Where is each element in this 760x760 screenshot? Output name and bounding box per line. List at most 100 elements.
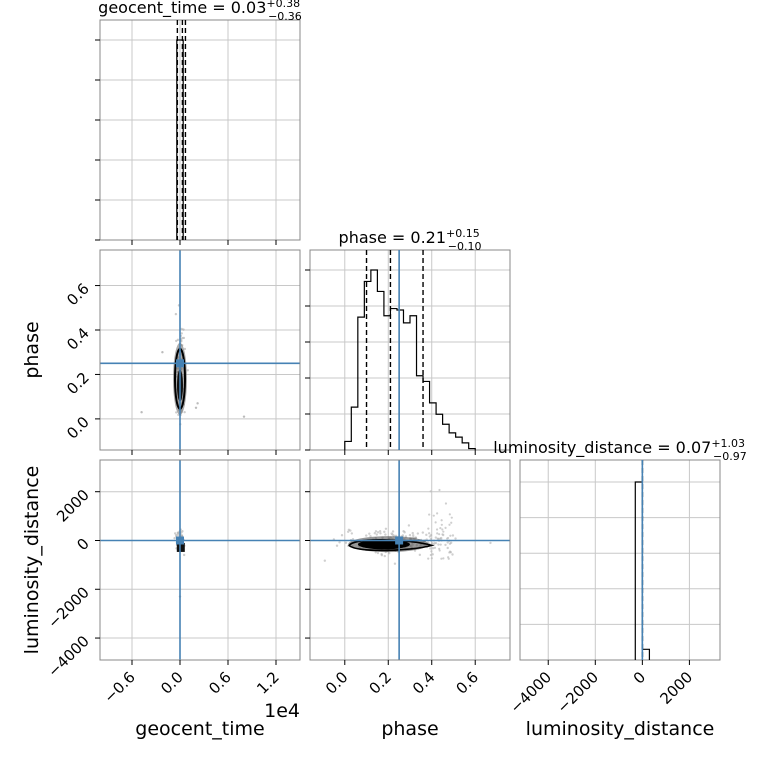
- truth-marker: [176, 359, 184, 368]
- sample-point: [430, 550, 433, 553]
- sample-point: [427, 532, 431, 535]
- x-tick-label: 0.0: [322, 668, 352, 698]
- sample-point: [441, 528, 444, 531]
- sample-point: [429, 490, 432, 493]
- sample-point: [437, 537, 440, 541]
- histogram-steps: [344, 269, 476, 450]
- panel-frame: [309, 249, 511, 451]
- sample-point: [161, 351, 164, 354]
- sample-point: [448, 551, 451, 554]
- sample-point: [439, 543, 442, 546]
- x-tick-label: 2000: [657, 668, 697, 708]
- sample-point: [391, 530, 395, 533]
- sample-point: [438, 549, 441, 552]
- sample-point: [323, 559, 327, 562]
- histogram-steps: [176, 39, 184, 240]
- sample-point: [431, 553, 434, 556]
- sample-point: [449, 541, 453, 544]
- sample-point: [375, 533, 378, 536]
- sample-point: [350, 532, 354, 535]
- scatter-points: [140, 304, 246, 426]
- sample-point: [440, 557, 443, 560]
- sample-point: [383, 554, 386, 558]
- sample-point: [429, 553, 432, 557]
- sample-point: [438, 547, 441, 550]
- sample-point: [393, 562, 397, 565]
- sample-point: [374, 530, 378, 533]
- sample-point: [175, 411, 178, 414]
- sample-point: [173, 532, 177, 535]
- sample-point: [445, 537, 449, 540]
- sample-point: [183, 410, 186, 414]
- sample-point: [446, 541, 449, 544]
- sample-point: [407, 524, 411, 527]
- gridlines: [100, 250, 300, 450]
- sample-point: [434, 521, 437, 524]
- sample-point: [347, 528, 351, 532]
- sample-point: [140, 411, 143, 414]
- sample-point: [435, 528, 439, 531]
- sample-point: [176, 338, 180, 342]
- sample-point: [380, 552, 383, 556]
- gridlines: [100, 20, 300, 240]
- sample-point: [173, 536, 176, 540]
- sample-point: [174, 312, 178, 316]
- y-tick-label: 0.6: [63, 280, 93, 310]
- y-tick-label: 0: [73, 535, 92, 554]
- sample-point: [369, 535, 372, 538]
- panel-frame: [99, 19, 301, 241]
- gridlines: [310, 460, 510, 660]
- gridlines: [310, 250, 510, 450]
- x-axis-offset-label: 1e4: [264, 700, 300, 722]
- sample-point: [378, 529, 382, 533]
- sample-point: [427, 557, 430, 560]
- sample-point: [379, 532, 382, 535]
- sample-point: [182, 328, 185, 331]
- sample-point: [434, 541, 438, 545]
- x-tick-label: 1.2: [253, 668, 283, 698]
- x-tick-label: 0: [630, 668, 649, 687]
- sample-point: [429, 534, 433, 537]
- sample-point: [180, 327, 183, 331]
- sample-point: [416, 532, 420, 535]
- x-tick-label: −0.6: [100, 668, 138, 706]
- x-tick-label: −4000: [506, 668, 555, 717]
- sample-point: [384, 527, 388, 531]
- sample-point: [403, 531, 406, 534]
- sample-point: [376, 531, 380, 534]
- sample-point: [186, 369, 189, 372]
- sample-point: [384, 533, 387, 536]
- sample-point: [175, 533, 178, 537]
- sample-point: [182, 553, 186, 557]
- y-tick-label: 0.0: [63, 413, 93, 443]
- gridlines: [100, 460, 300, 660]
- sample-point: [438, 488, 441, 492]
- sample-point: [365, 534, 368, 537]
- x-axis-label-luminosity-distance: luminosity_distance: [526, 718, 715, 740]
- x-axis-label-geocent-time: geocent_time: [135, 718, 264, 740]
- sample-point: [183, 347, 187, 351]
- sample-point: [451, 534, 455, 537]
- truth-marker: [176, 536, 184, 545]
- sample-point: [338, 541, 341, 544]
- y-tick-label: −2000: [44, 583, 93, 632]
- truth-marker: [395, 536, 404, 545]
- sample-point: [444, 543, 447, 547]
- sample-point: [392, 534, 395, 537]
- sample-point: [450, 516, 453, 519]
- sample-point: [390, 532, 393, 535]
- x-tick-label: 0.6: [452, 668, 482, 698]
- sample-point: [376, 551, 380, 555]
- sample-point: [180, 332, 183, 335]
- sample-point: [439, 537, 442, 540]
- sample-point: [388, 551, 391, 555]
- sample-point: [450, 521, 453, 524]
- x-tick-label: 0.0: [157, 668, 187, 698]
- x-axis-label-phase: phase: [381, 718, 438, 740]
- sample-point: [449, 534, 452, 537]
- sample-point: [430, 557, 433, 560]
- panel-frame: [99, 249, 301, 451]
- sample-point: [436, 512, 439, 515]
- title-phase: phase = 0.21+0.15 −0.10: [339, 227, 482, 253]
- sample-point: [428, 513, 431, 516]
